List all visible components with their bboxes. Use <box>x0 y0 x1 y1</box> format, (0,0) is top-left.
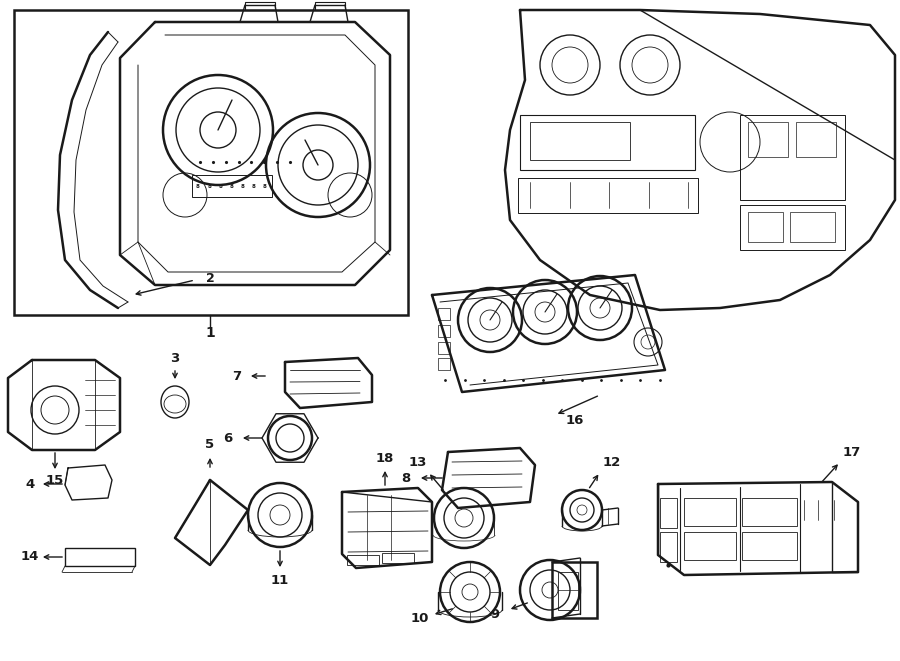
Text: 8: 8 <box>230 184 233 188</box>
Text: 9: 9 <box>491 607 500 621</box>
Text: 8: 8 <box>263 184 267 188</box>
Text: 8: 8 <box>207 184 211 188</box>
Text: 10: 10 <box>410 611 429 625</box>
Text: 8: 8 <box>196 184 200 188</box>
Text: 15: 15 <box>46 475 64 488</box>
Text: 12: 12 <box>603 455 621 469</box>
Text: 6: 6 <box>223 432 232 444</box>
Text: 11: 11 <box>271 574 289 586</box>
Text: 8: 8 <box>401 471 410 485</box>
Text: 3: 3 <box>170 352 180 364</box>
Text: 8: 8 <box>219 184 222 188</box>
Text: 7: 7 <box>232 369 241 383</box>
Text: 4: 4 <box>25 477 34 490</box>
Text: 14: 14 <box>21 551 40 563</box>
Text: 8: 8 <box>252 184 256 188</box>
Text: 16: 16 <box>566 414 584 426</box>
Text: 13: 13 <box>409 455 428 469</box>
Text: 5: 5 <box>205 438 214 451</box>
Text: 1: 1 <box>205 326 215 340</box>
Text: 2: 2 <box>205 272 214 284</box>
Text: 17: 17 <box>843 446 861 459</box>
Text: 18: 18 <box>376 451 394 465</box>
Text: 8: 8 <box>240 184 245 188</box>
